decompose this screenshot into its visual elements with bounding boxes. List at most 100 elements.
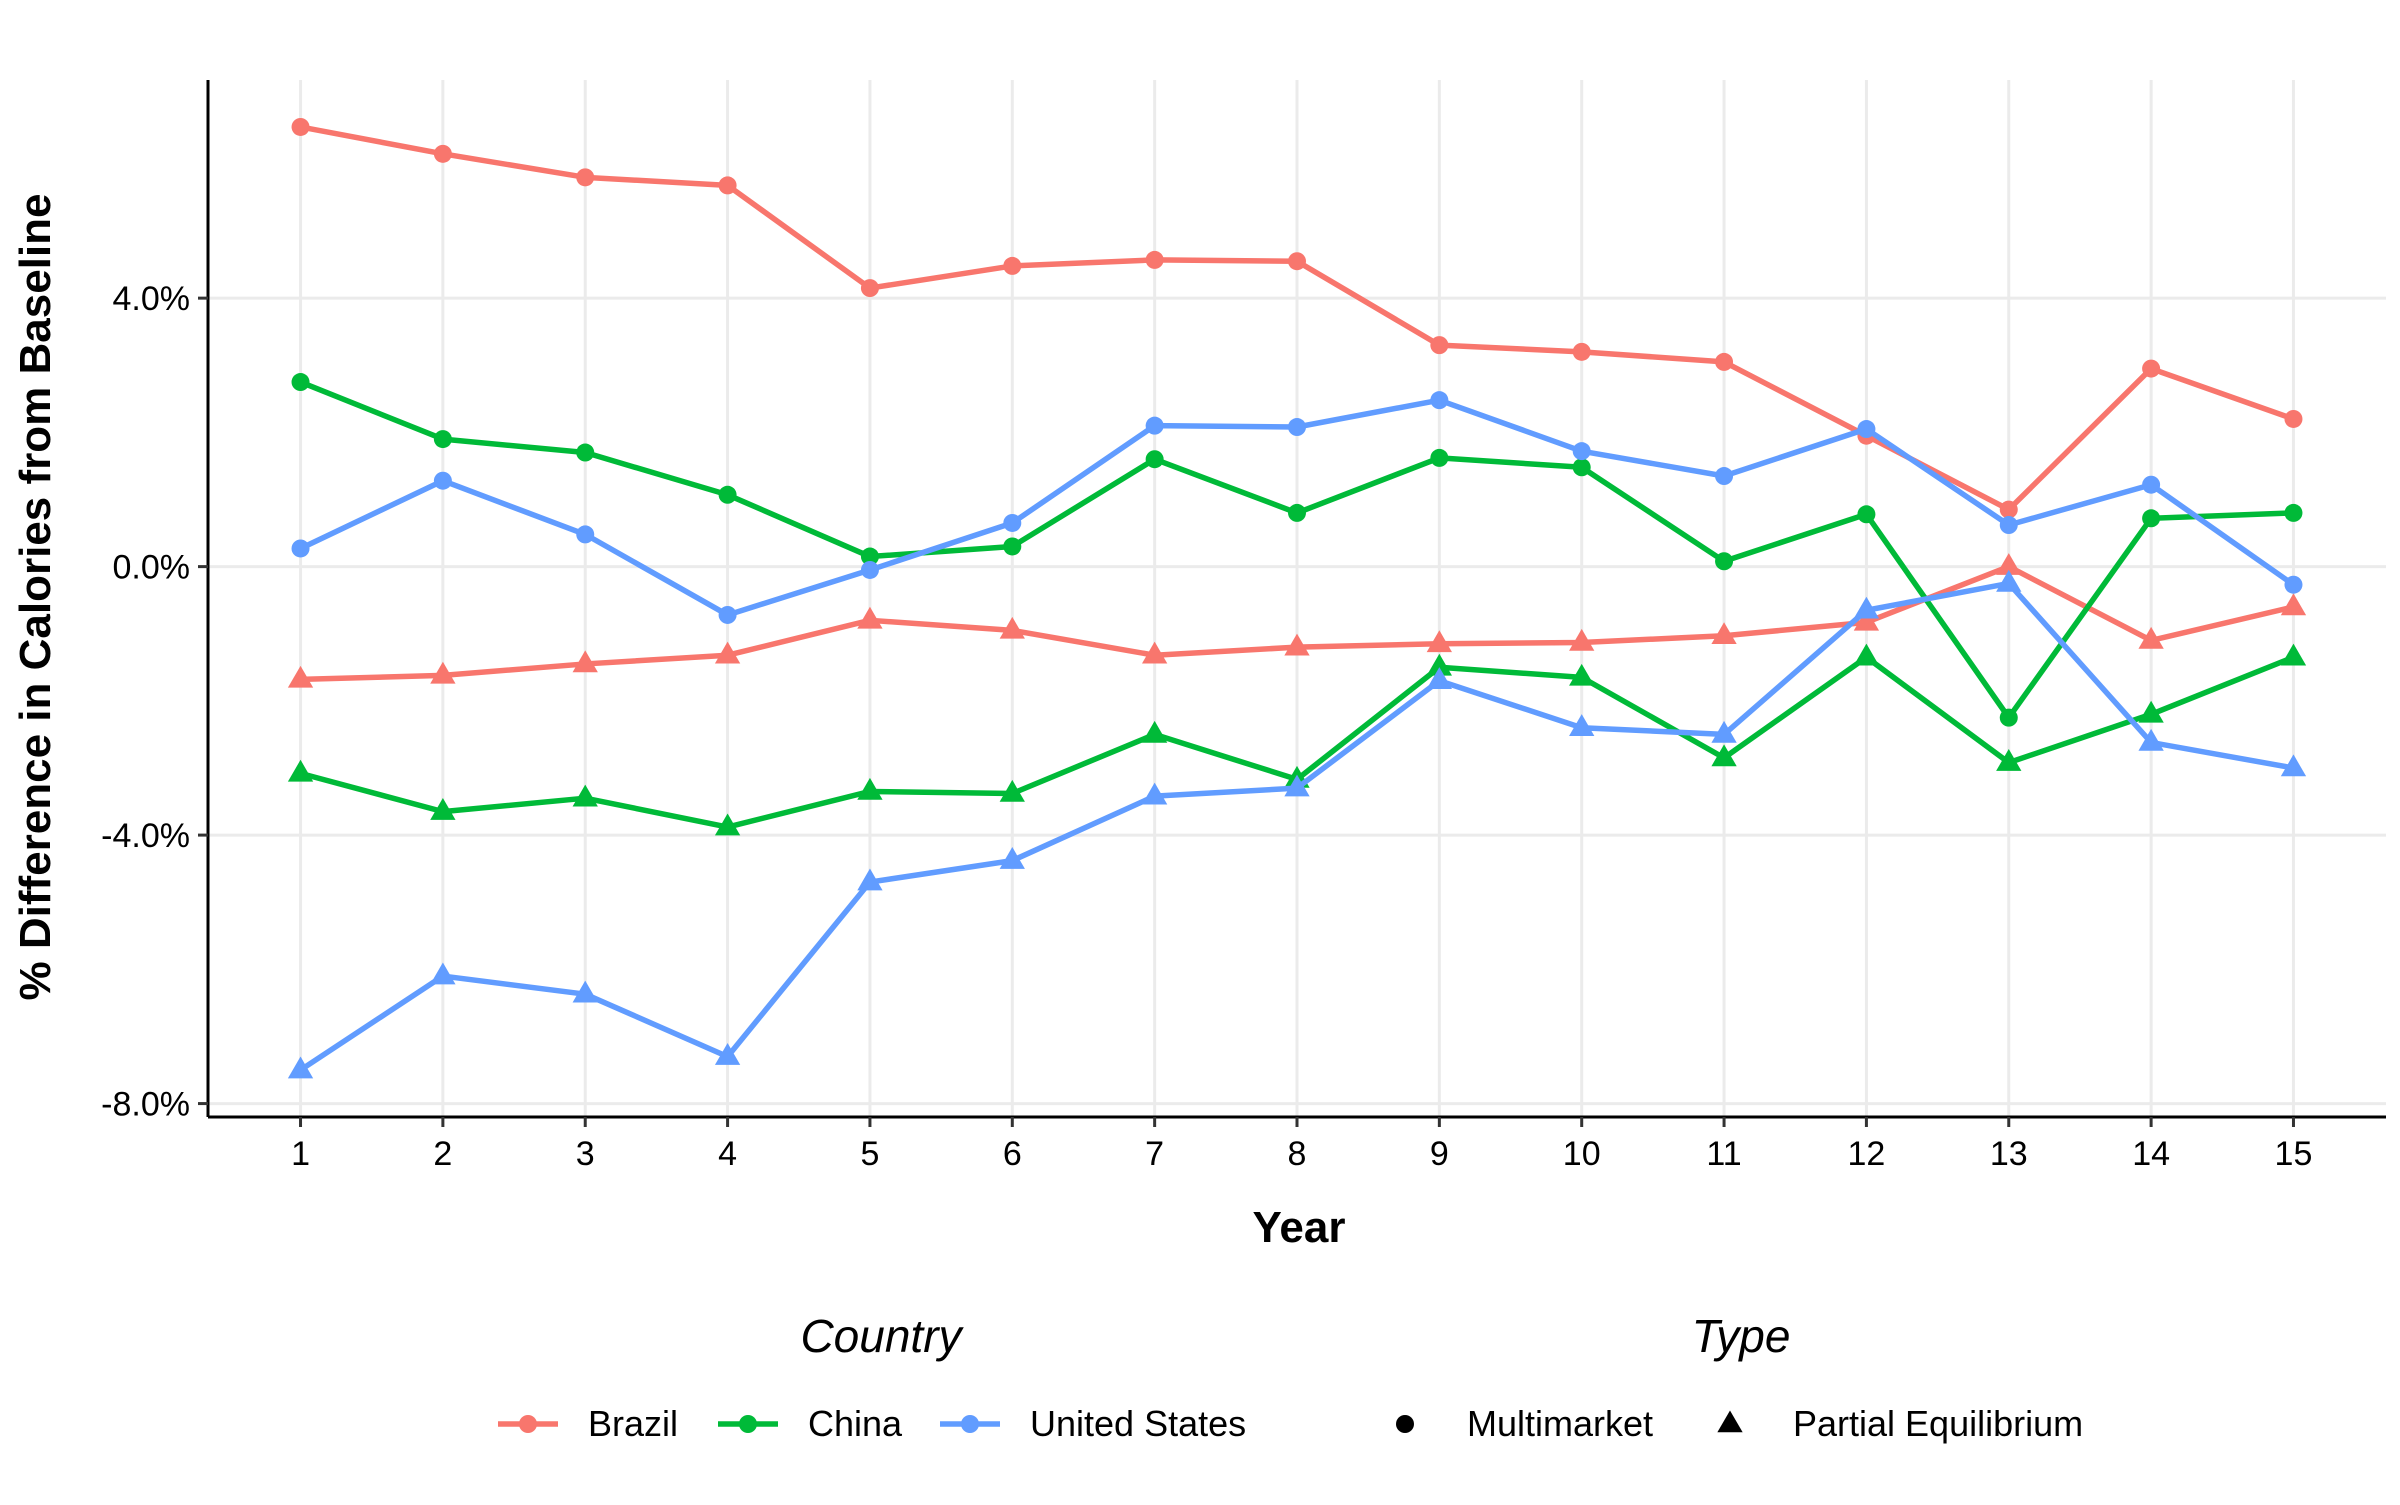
- data-point: [1426, 667, 1453, 690]
- data-point: [1430, 448, 1449, 467]
- legend-label: United States: [1030, 1403, 1246, 1444]
- data-point: [1572, 442, 1591, 461]
- data-point: [1145, 450, 1164, 469]
- data-point: [1572, 342, 1591, 361]
- x-tick-label: 1: [291, 1135, 310, 1173]
- legend-item-partial-equilibrium: Partial Equilibrium: [1717, 1403, 2083, 1444]
- data-point: [857, 606, 883, 629]
- data-point: [1145, 250, 1164, 269]
- x-tick-label: 10: [1563, 1135, 1601, 1173]
- data-point: [572, 650, 598, 673]
- data-point: [1715, 467, 1734, 486]
- x-tick-label: 7: [1145, 1135, 1164, 1173]
- data-point: [1715, 552, 1734, 571]
- data-point: [572, 980, 598, 1003]
- y-tick-label: -4.0%: [101, 817, 190, 855]
- data-point: [291, 373, 310, 392]
- series-brazil-partial-equilibrium: [287, 553, 2307, 688]
- data-point: [1569, 714, 1595, 737]
- data-point: [433, 144, 452, 163]
- data-point: [1853, 608, 1880, 631]
- data-point: [1853, 596, 1880, 619]
- data-point: [433, 430, 452, 449]
- data-point: [714, 1043, 741, 1065]
- data-point: [576, 525, 595, 544]
- data-point: [1430, 391, 1449, 410]
- series-united-states-partial-equilibrium: [287, 569, 2307, 1079]
- data-point: [1569, 663, 1595, 686]
- data-point: [860, 560, 879, 579]
- data-point: [1569, 628, 1595, 651]
- x-tick-label: 9: [1430, 1135, 1449, 1173]
- data-point: [2284, 575, 2303, 594]
- data-point: [999, 616, 1025, 639]
- data-point: [718, 605, 737, 624]
- data-point: [1430, 336, 1449, 355]
- legend-country-title: Country: [800, 1310, 964, 1362]
- legend-key-point: [961, 1415, 979, 1433]
- data-point: [430, 962, 456, 985]
- legend-type-title: Type: [1692, 1310, 1791, 1362]
- x-tick-label: 3: [576, 1135, 595, 1173]
- data-point: [1999, 708, 2018, 727]
- data-point: [2284, 503, 2303, 522]
- series-china-multimarket: [291, 373, 2303, 727]
- data-point: [1711, 744, 1737, 767]
- data-point: [2142, 509, 2161, 528]
- data-point: [1288, 418, 1306, 437]
- data-point: [1284, 633, 1310, 656]
- data-point: [430, 661, 456, 684]
- data-point: [433, 471, 452, 490]
- legend-key-shape: [1396, 1415, 1414, 1433]
- x-axis-title: Year: [1253, 1203, 1346, 1252]
- data-point: [291, 117, 310, 136]
- data-point: [1288, 503, 1306, 522]
- data-point: [2138, 728, 2164, 751]
- legend-items: Brazil China United States Multimarket Parti…: [498, 1403, 2083, 1444]
- data-point: [714, 641, 741, 664]
- data-point: [1711, 720, 1737, 743]
- data-point: [1426, 653, 1453, 676]
- data-point: [291, 539, 310, 558]
- data-point: [572, 784, 598, 807]
- data-point: [1857, 505, 1876, 524]
- data-point: [1999, 500, 2018, 519]
- data-point: [1141, 720, 1168, 743]
- data-point: [1003, 513, 1022, 532]
- y-tick-label: 0.0%: [113, 549, 191, 587]
- data-point: [287, 665, 314, 688]
- x-tick-label: 8: [1288, 1135, 1307, 1173]
- x-tick-label: 13: [1990, 1135, 2028, 1173]
- data-point: [857, 777, 883, 800]
- data-point: [2284, 409, 2303, 428]
- legend-key-shape: [1717, 1410, 1743, 1433]
- data-point: [1572, 458, 1591, 477]
- data-point: [1996, 553, 2022, 575]
- legend: Country Type Brazil China United States Mul…: [498, 1310, 2083, 1444]
- data-point: [1715, 352, 1734, 371]
- data-point: [1853, 643, 1880, 666]
- data-point: [718, 485, 737, 504]
- data-point: [2138, 700, 2164, 723]
- data-point: [718, 176, 737, 195]
- x-tick-label: 5: [860, 1135, 879, 1173]
- data-point: [2142, 475, 2161, 494]
- data-point: [1288, 252, 1306, 271]
- data-point: [999, 847, 1025, 869]
- legend-label: China: [808, 1403, 903, 1444]
- x-tick-label: 11: [1706, 1135, 1741, 1173]
- legend-item-multimarket: Multimarket: [1396, 1403, 1653, 1444]
- data-point: [1996, 749, 2022, 771]
- data-point: [857, 868, 883, 891]
- data-point: [430, 798, 456, 820]
- x-tick-label: 14: [2132, 1135, 2170, 1173]
- legend-key-point: [519, 1415, 537, 1433]
- data-point: [999, 779, 1025, 802]
- y-tick-label: -8.0%: [101, 1086, 190, 1124]
- data-point: [2280, 593, 2307, 616]
- x-tick-label: 2: [433, 1135, 452, 1173]
- data-point: [1145, 416, 1164, 435]
- data-point: [576, 168, 595, 187]
